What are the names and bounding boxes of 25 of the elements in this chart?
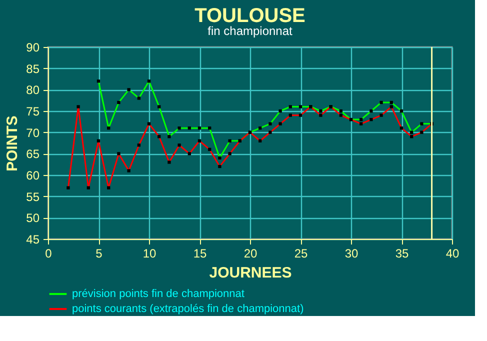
x-tick-label: 15 (193, 246, 207, 260)
x-tick-label: 35 (395, 246, 409, 260)
x-tick-label: 30 (344, 246, 358, 260)
y-tick-label: 45 (26, 232, 40, 246)
chart-subtitle: fin championnat (208, 24, 294, 38)
y-tick-label: 85 (26, 62, 40, 76)
x-tick-label: 20 (244, 246, 258, 260)
x-axis-title: JOURNEES (209, 264, 292, 282)
legend-label: points courants (extrapolés fin de championnat) (72, 303, 304, 315)
y-tick-label: 90 (26, 40, 40, 54)
y-tick-label: 80 (26, 83, 40, 98)
y-tick-label: 50 (26, 211, 40, 226)
y-axis-title: POINTS (4, 116, 22, 172)
y-tick-label: 75 (26, 104, 40, 118)
chart-title: TOULOUSE (194, 5, 306, 27)
y-tick-label: 60 (26, 168, 40, 182)
x-tick-label: 5 (96, 246, 103, 260)
legend-label: prévision points fin de championnat (72, 288, 244, 300)
y-tick-label: 65 (26, 147, 40, 162)
y-tick-label: 55 (26, 190, 40, 204)
x-tick-label: 0 (45, 246, 52, 260)
y-tick-label: 70 (26, 126, 40, 140)
x-tick-label: 10 (142, 246, 156, 260)
x-tick-label: 25 (294, 246, 308, 260)
x-tick-label: 40 (446, 246, 460, 260)
